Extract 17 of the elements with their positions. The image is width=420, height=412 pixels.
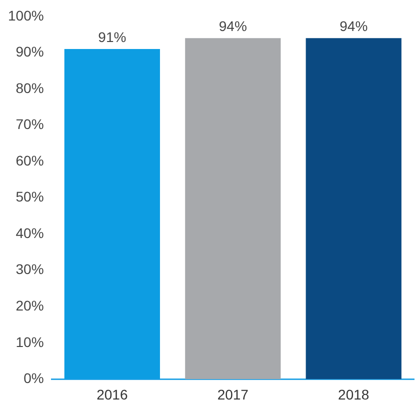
data-label: 94% [218, 18, 247, 34]
y-tick-label: 90% [16, 44, 44, 60]
x-tick-label: 2017 [217, 386, 249, 402]
y-tick-label: 50% [16, 188, 44, 205]
x-tick-label: 2016 [96, 386, 128, 402]
y-tick-label: 0% [24, 370, 44, 386]
data-label: 94% [340, 18, 368, 34]
y-tick-label: 20% [16, 298, 44, 314]
y-tick-label: 10% [16, 334, 44, 350]
y-tick-label: 100% [8, 7, 44, 24]
y-tick-label: 60% [16, 152, 44, 168]
y-tick-label: 40% [16, 224, 44, 241]
y-tick-label: 70% [16, 116, 44, 132]
x-tick-label: 2018 [338, 386, 370, 402]
y-tick-label: 30% [16, 261, 44, 278]
y-tick-label: 80% [16, 80, 44, 96]
data-label: 91% [98, 28, 126, 45]
